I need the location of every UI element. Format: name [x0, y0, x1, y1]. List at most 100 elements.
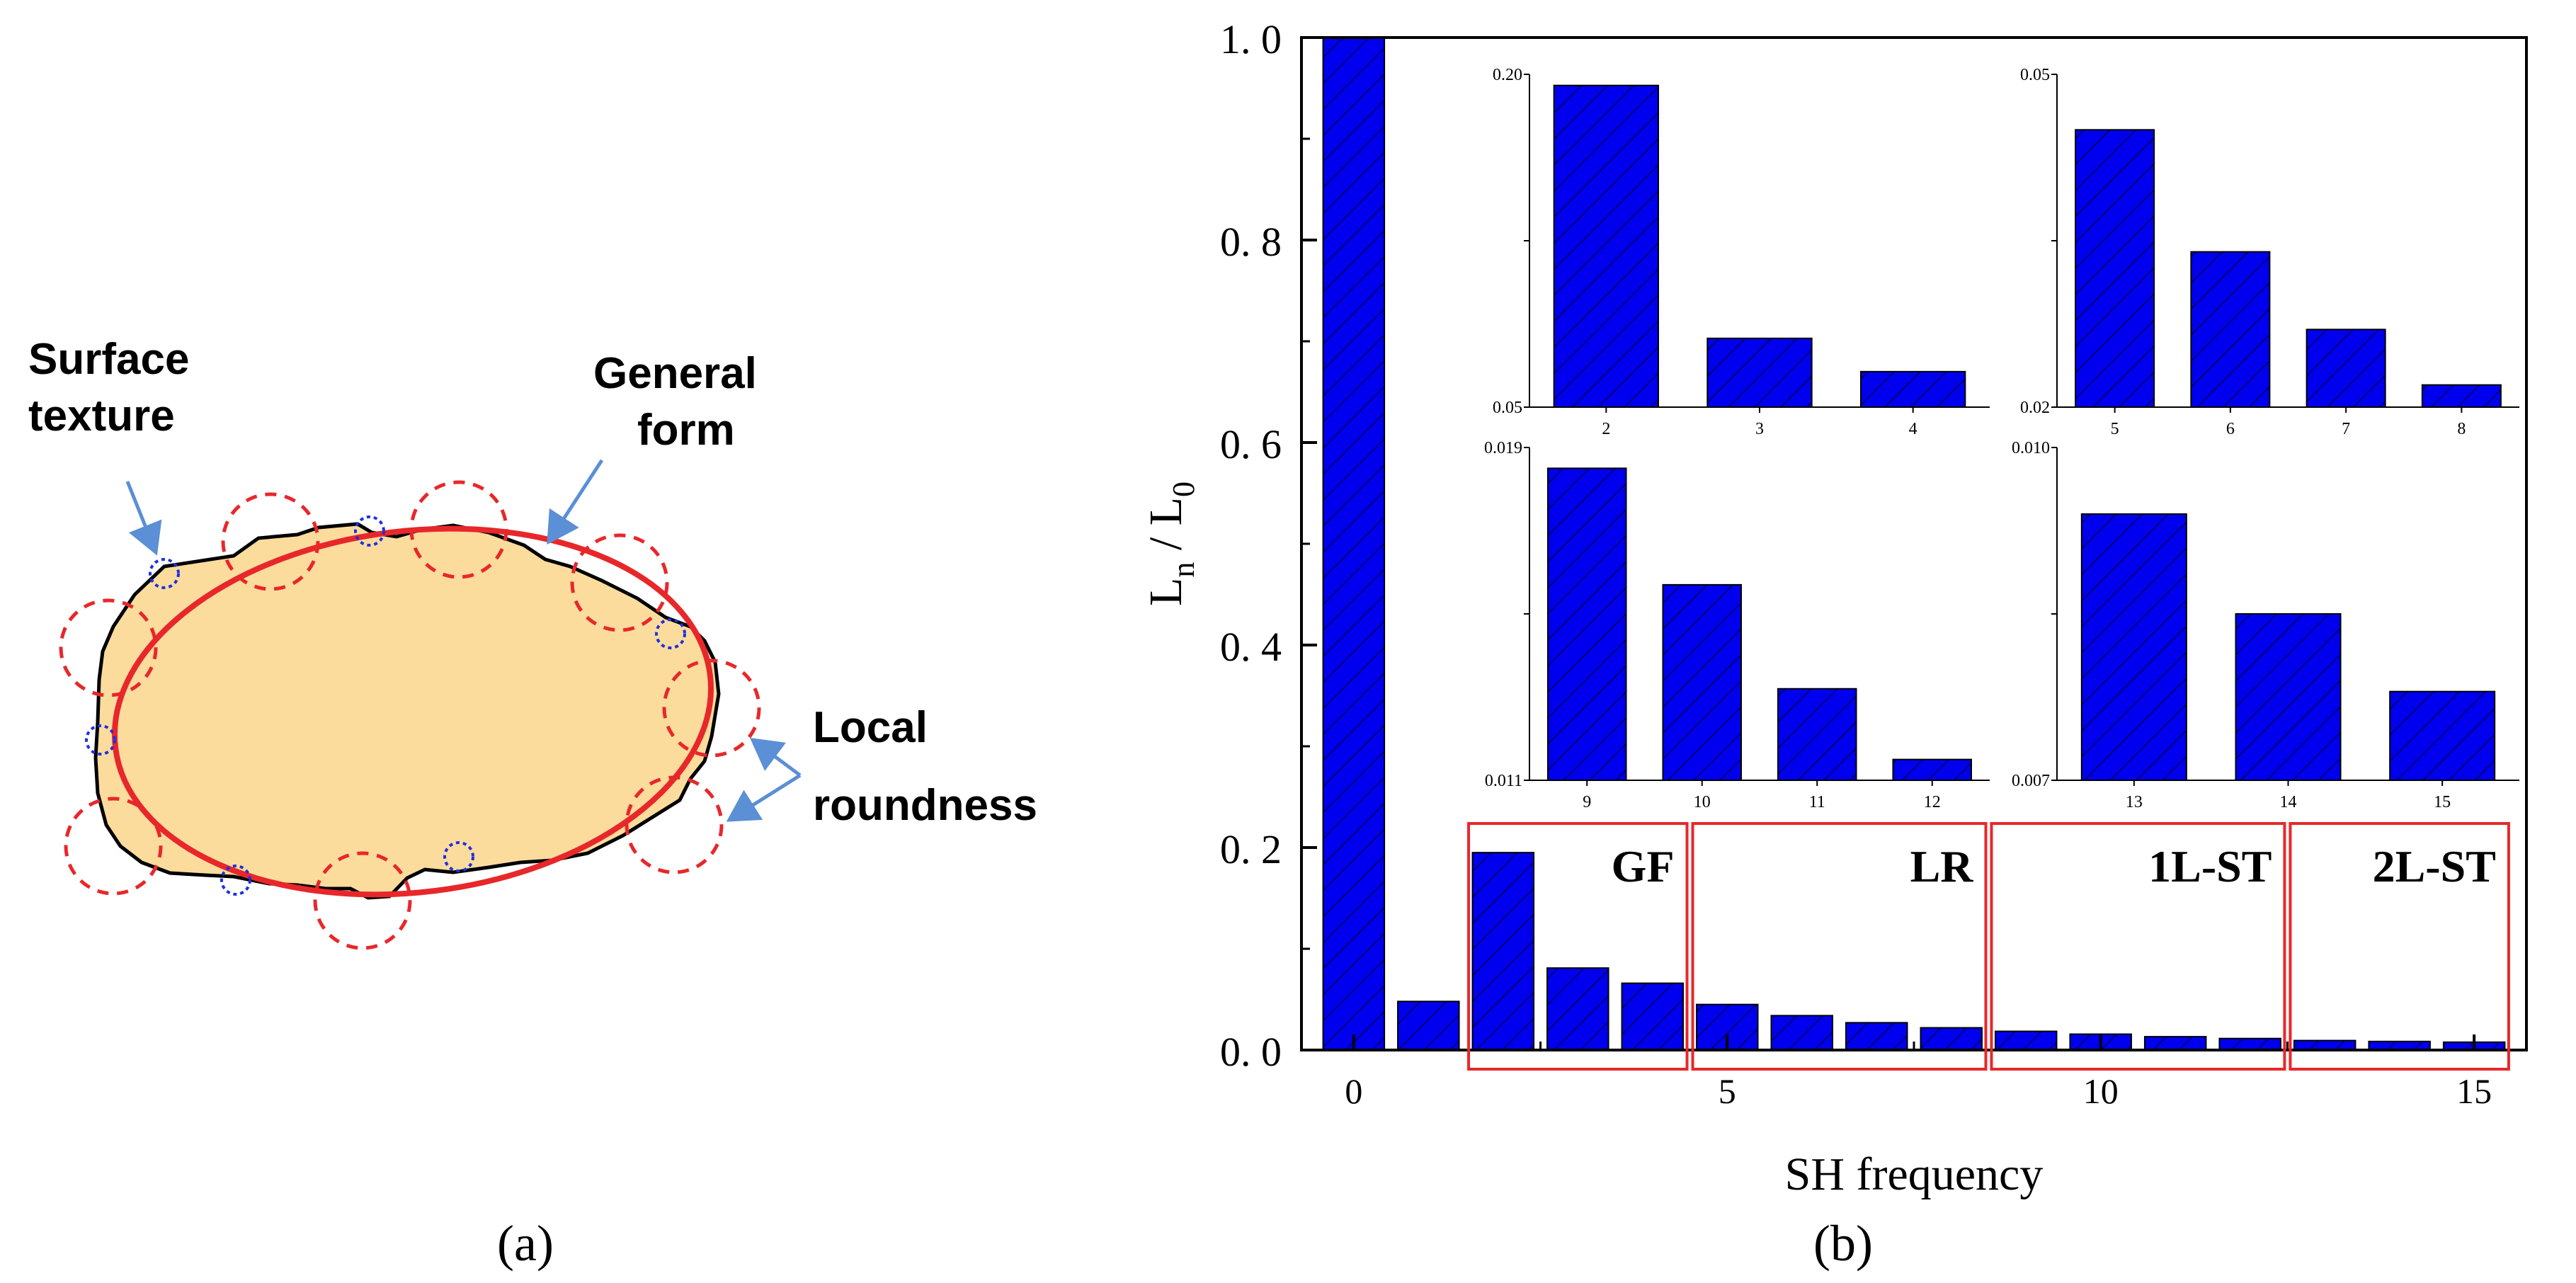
inset4-x-tick-label: 13: [2126, 793, 2143, 811]
inset1-bar-4: [1860, 370, 1966, 408]
roundness-circle: [59, 598, 158, 697]
y-tick-label: 0. 0: [1220, 1029, 1282, 1075]
y-tick-label: 0. 4: [1220, 624, 1282, 670]
bar-sh-9: [1994, 1030, 2058, 1051]
texture-circle: [354, 515, 385, 547]
inset3-bar-12: [1892, 758, 1972, 781]
bar-sh-1: [1397, 1000, 1460, 1051]
group-boxes: GF LR 1L-ST 2L-ST: [1467, 822, 2510, 1071]
x-tick-label: 15: [2456, 1071, 2492, 1111]
local-roundness-label-line2: roundness: [813, 781, 1037, 830]
roundness-circle: [625, 775, 724, 874]
bar-sh-7: [1845, 1022, 1908, 1051]
inset3-bar-10: [1662, 583, 1742, 781]
surface-texture-label-line2: texture: [28, 392, 175, 440]
general-form-ellipse: [112, 525, 714, 898]
bar-sh-8: [1920, 1027, 1983, 1051]
bar-sh-13: [2293, 1039, 2356, 1051]
y-tick-label: 0. 8: [1220, 219, 1282, 265]
inset1-bar-3: [1706, 337, 1813, 408]
bar-sh-4: [1621, 982, 1685, 1051]
callout-arrows: [125, 459, 802, 822]
panel-b: 0. 0 0. 2 0. 4 0. 6 0. 8 1. 0 0 5 10 15 SH frequen…: [1140, 16, 2528, 1272]
inset2-bar-7: [2306, 329, 2386, 409]
inset3-x-tick-label: 9: [1583, 793, 1591, 811]
inset2-bar-6: [2190, 251, 2271, 408]
texture-circle: [443, 841, 474, 872]
inset4-bar-14: [2235, 613, 2342, 781]
y-axis-label: Ln / L0: [1140, 481, 1201, 606]
inset3-bar-9: [1547, 467, 1627, 781]
bar-sh-6: [1770, 1015, 1834, 1051]
group-label-2l-st: 2L-ST: [2373, 841, 2496, 891]
inset1-x-tick-label: 2: [1602, 420, 1610, 438]
texture-circle: [149, 558, 180, 589]
group-label-1l-st: 1L-ST: [2148, 841, 2272, 891]
inset3-x-tick-label: 12: [1924, 793, 1941, 811]
inset2-x-tick-label: 8: [2457, 420, 2466, 438]
inset1-x-tick-label: 4: [1909, 420, 1917, 438]
panel-a: Surface texture General form Local round…: [28, 335, 1037, 1272]
inset4-y-tick-label-min: 0.007: [2012, 772, 2050, 790]
y-tick-label: 0. 6: [1220, 421, 1282, 467]
x-tick-label: 10: [2083, 1071, 2119, 1111]
bar-sh-11: [2143, 1036, 2207, 1051]
general-form-label-line1: General: [593, 349, 757, 398]
x-tick-label: 0: [1345, 1071, 1362, 1111]
y-tick-label: 1. 0: [1220, 16, 1282, 62]
texture-circle: [85, 724, 116, 755]
inset3-bar-11: [1777, 688, 1857, 781]
main-chart: 0. 0 0. 2 0. 4 0. 6 0. 8 1. 0 0 5 10 15 SH frequen…: [1140, 16, 2528, 1200]
x-axis-label: SH frequency: [1785, 1148, 2044, 1200]
inset1-bar-2: [1553, 84, 1660, 409]
roundness-circle: [313, 851, 412, 950]
inset1-y-tick-label-min: 0.05: [1493, 399, 1522, 417]
inset2-y-tick-label-max: 0.05: [2020, 66, 2050, 84]
group-label-lr: LR: [1910, 841, 1974, 891]
texture-circle: [220, 865, 251, 896]
texture-circles: [85, 515, 686, 896]
y-axis-label-sub-0: 0: [1166, 481, 1201, 497]
bar-sh-0: [1322, 37, 1386, 1051]
inset-chart-1: 2 3 4 0.05 0.20: [1493, 66, 1990, 438]
panel-b-label: (b): [1813, 1215, 1873, 1272]
inset1-y-tick-label-max: 0.20: [1493, 66, 1522, 84]
y-axis-label-sub-n: n: [1166, 562, 1201, 578]
inset3-x-tick-label: 10: [1694, 793, 1711, 811]
inset3-x-tick-label: 11: [1809, 793, 1825, 811]
y-axis-label-sep: / L: [1140, 497, 1192, 562]
group-label-gf: GF: [1612, 841, 1675, 891]
inset4-y-tick-label-max: 0.010: [2012, 439, 2050, 457]
inset-chart-3: 9 10 11 12 0.011 0.019: [1484, 439, 1990, 811]
group-box-lr: [1691, 822, 1988, 1071]
group-box-gf: [1467, 822, 1689, 1071]
inset2-bar-8: [2421, 384, 2502, 409]
inset2-y-tick-label-min: 0.02: [2020, 399, 2050, 417]
inset3-y-tick-label-max: 0.019: [1484, 439, 1522, 457]
texture-circle: [655, 618, 686, 649]
surface-texture-arrow: [125, 481, 162, 556]
group-box-1l-st: [1990, 822, 2286, 1071]
panel-a-label: (a): [497, 1215, 554, 1272]
group-box-2l-st: [2289, 822, 2510, 1071]
inset4-bar-15: [2389, 690, 2496, 782]
inset-chart-4: 13 14 15 0.007 0.010: [2012, 439, 2519, 811]
x-tick-label: 5: [1719, 1071, 1736, 1111]
inset2-bar-5: [2075, 129, 2155, 408]
surface-texture-label-line1: Surface: [28, 335, 189, 384]
local-roundness-arrow-upper: [749, 738, 802, 777]
inset-chart-2: 5 6 7 8 0.02 0.05: [2020, 66, 2519, 438]
roundness-circle: [570, 533, 669, 632]
inset4-x-tick-label: 14: [2280, 793, 2297, 811]
roundness-circle: [64, 797, 163, 896]
inset3-y-tick-label-min: 0.011: [1485, 772, 1522, 790]
local-roundness-label-line1: Local: [813, 703, 928, 752]
y-tick-label: 0. 2: [1220, 826, 1282, 872]
bar-sh-12: [2218, 1037, 2281, 1051]
roundness-circle: [662, 658, 761, 758]
roundness-circle: [221, 492, 320, 591]
y-axis-label-main: L: [1140, 578, 1192, 606]
roundness-circles: [59, 480, 761, 950]
particle-shape: [93, 522, 721, 900]
